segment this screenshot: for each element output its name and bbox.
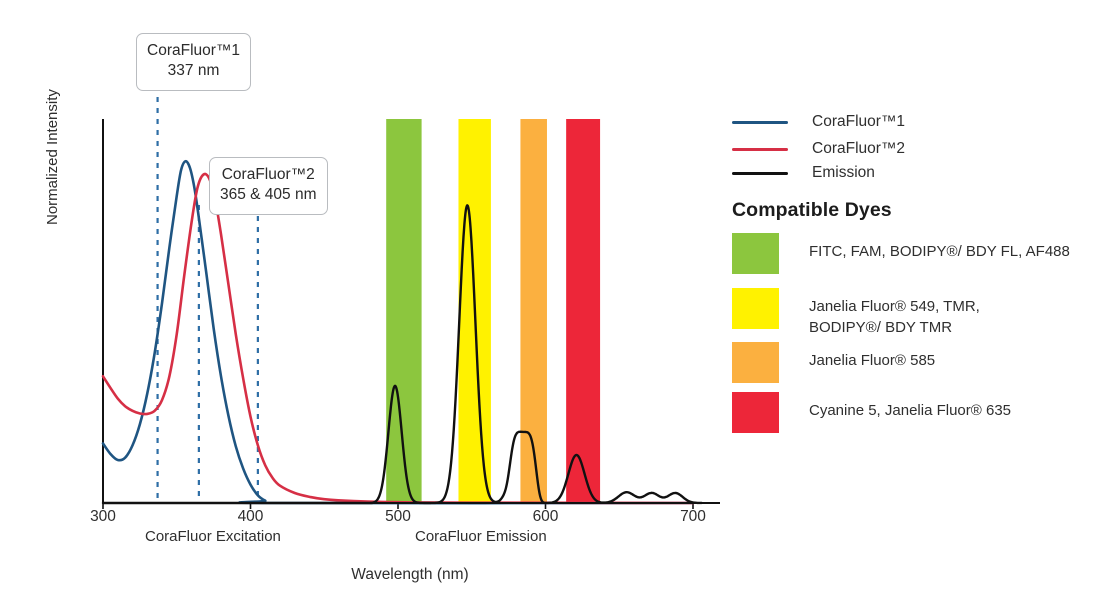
dye-row: FITC, FAM, BODIPY®/ BDY FL, AF488 (732, 233, 1070, 274)
dye-row: Janelia Fluor® 549, TMR, BODIPY®/ BDY TM… (732, 288, 980, 339)
dye-label: Cyanine 5, Janelia Fluor® 635 (809, 402, 1012, 419)
region-label-emission: CoraFluor Emission (415, 528, 547, 545)
x-axis-title: Wavelength (nm) (351, 566, 469, 583)
legend-item-corafluor-2: CoraFluor™2 (732, 139, 905, 159)
legend-label-emission: Emission (812, 164, 875, 181)
emission-band (520, 119, 547, 503)
dye-label: Janelia Fluor® 585 (809, 352, 936, 369)
x-tick-label: 400 (237, 508, 264, 525)
callout-1-line1: CoraFluor™1 (147, 42, 241, 59)
dye-color-swatch (732, 342, 779, 383)
y-axis-title: Normalized Intensity (44, 89, 61, 225)
legend-item-emission: Emission (732, 163, 875, 183)
dye-row: Janelia Fluor® 585 (732, 342, 935, 383)
legend-line-swatch-corafluor-2 (732, 147, 788, 151)
legend-label-corafluor-2: CoraFluor™2 (812, 140, 906, 157)
callout-corafluor-2: CoraFluor™2 365 & 405 nm (209, 157, 328, 215)
dye-color-swatch (732, 233, 779, 274)
callout-2-line2: 365 & 405 nm (220, 186, 317, 204)
legend-item-corafluor-1: CoraFluor™1 (732, 112, 905, 132)
x-tick-label: 300 (90, 508, 116, 525)
excitation-curve (101, 159, 695, 505)
emission-band (566, 119, 601, 503)
callout-1-line2: 337 nm (167, 62, 220, 80)
legend-line-swatch-emission (732, 171, 788, 175)
callout-2-line1: CoraFluor™2 (221, 166, 315, 183)
x-tick-label: 700 (680, 508, 706, 525)
x-tick-label: 500 (385, 508, 411, 525)
legend-line-swatch-corafluor-1 (732, 120, 788, 124)
plot-area: Normalized Intensity 300 400 500 600 700 Cor… (44, 33, 720, 583)
spectra-svg (101, 86, 720, 509)
dye-label: FITC, FAM, BODIPY®/ BDY FL, AF488 (809, 243, 1070, 260)
legend-label-corafluor-1: CoraFluor™1 (812, 113, 906, 130)
dye-row: Cyanine 5, Janelia Fluor® 635 (732, 392, 1011, 433)
callout-corafluor-1: CoraFluor™1 337 nm (136, 33, 252, 91)
legend-panel: CoraFluor™1 CoraFluor™2 Emission Compati… (726, 0, 1110, 612)
emission-band (386, 119, 422, 503)
dye-label: Janelia Fluor® 549, TMR, BODIPY®/ BDY TM… (809, 298, 980, 337)
compatible-dyes-title: Compatible Dyes (732, 199, 892, 221)
dye-color-swatch (732, 288, 779, 329)
emission-curve (101, 204, 703, 505)
dye-color-swatch (732, 392, 779, 433)
x-tick-label: 600 (532, 508, 559, 525)
region-label-excitation: CoraFluor Excitation (145, 528, 281, 545)
